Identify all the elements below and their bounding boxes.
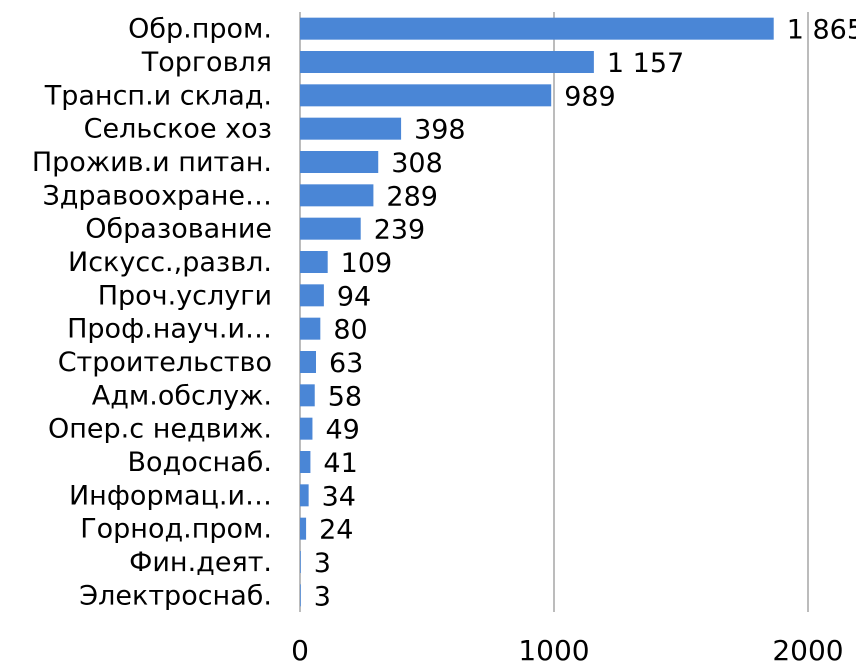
data-label: 24: [319, 515, 353, 546]
bar: [300, 517, 307, 540]
data-label: 1 865: [787, 15, 856, 46]
data-label: 308: [391, 148, 443, 179]
bar: [300, 117, 402, 140]
data-label: 289: [386, 181, 438, 212]
data-label: 398: [414, 115, 466, 146]
bar: [300, 551, 301, 573]
data-label: 34: [322, 481, 356, 512]
bar: [300, 317, 321, 340]
data-label: 63: [329, 348, 363, 379]
bar: [300, 351, 317, 373]
data-label: 239: [374, 215, 426, 246]
x-axis-ticks: 0 1000 2000: [291, 634, 844, 664]
category-label: Искусс.,развл.: [68, 247, 272, 278]
category-label: Строительство: [58, 347, 272, 378]
category-label: Горнод.пром.: [80, 514, 272, 545]
bar: [300, 217, 361, 240]
category-label: Адм.обслуж.: [92, 380, 272, 411]
category-label: Информац.и…: [69, 480, 272, 511]
bar: [300, 51, 594, 73]
category-label: Прожив.и питан.: [32, 147, 272, 178]
data-label: 80: [333, 315, 367, 346]
bar: [300, 151, 379, 173]
category-label: Проч.услуги: [98, 280, 272, 311]
x-tick-label: 2000: [772, 634, 843, 664]
category-label: Водоснаб.: [127, 447, 272, 478]
category-label: Образование: [85, 214, 272, 245]
data-label: 94: [337, 281, 371, 312]
bar: [300, 251, 328, 273]
data-label: 3: [314, 581, 331, 612]
bar: [300, 484, 309, 507]
bar: [300, 451, 311, 473]
bar: [300, 84, 552, 107]
bar: [300, 17, 774, 40]
data-label: 989: [564, 81, 616, 112]
data-label: 3: [314, 548, 331, 579]
category-label: Торговля: [141, 47, 272, 78]
bars: [300, 17, 774, 607]
gridlines: [299, 12, 809, 612]
category-label: Трансп.и склад.: [44, 80, 272, 111]
data-label: 41: [323, 448, 357, 479]
category-label: Здравоохране…: [42, 180, 272, 211]
bar: [300, 184, 374, 207]
category-label: Проф.науч.и…: [67, 314, 272, 345]
bar: [300, 284, 324, 307]
category-label: Фин.деят.: [129, 547, 272, 578]
category-label: Обр.пром.: [128, 14, 272, 45]
bar: [300, 384, 315, 407]
data-label: 1 157: [607, 48, 684, 79]
bar: [300, 584, 301, 607]
data-label: 49: [325, 415, 359, 446]
x-tick-label: 0: [291, 634, 309, 664]
x-tick-label: 1000: [518, 634, 589, 664]
category-label: Опер.с недвиж.: [48, 414, 272, 445]
bar: [300, 417, 313, 440]
data-label: 58: [328, 381, 362, 412]
data-label: 109: [341, 248, 393, 279]
category-label: Электроснаб.: [79, 580, 272, 611]
category-label: Сельское хоз: [84, 114, 272, 145]
